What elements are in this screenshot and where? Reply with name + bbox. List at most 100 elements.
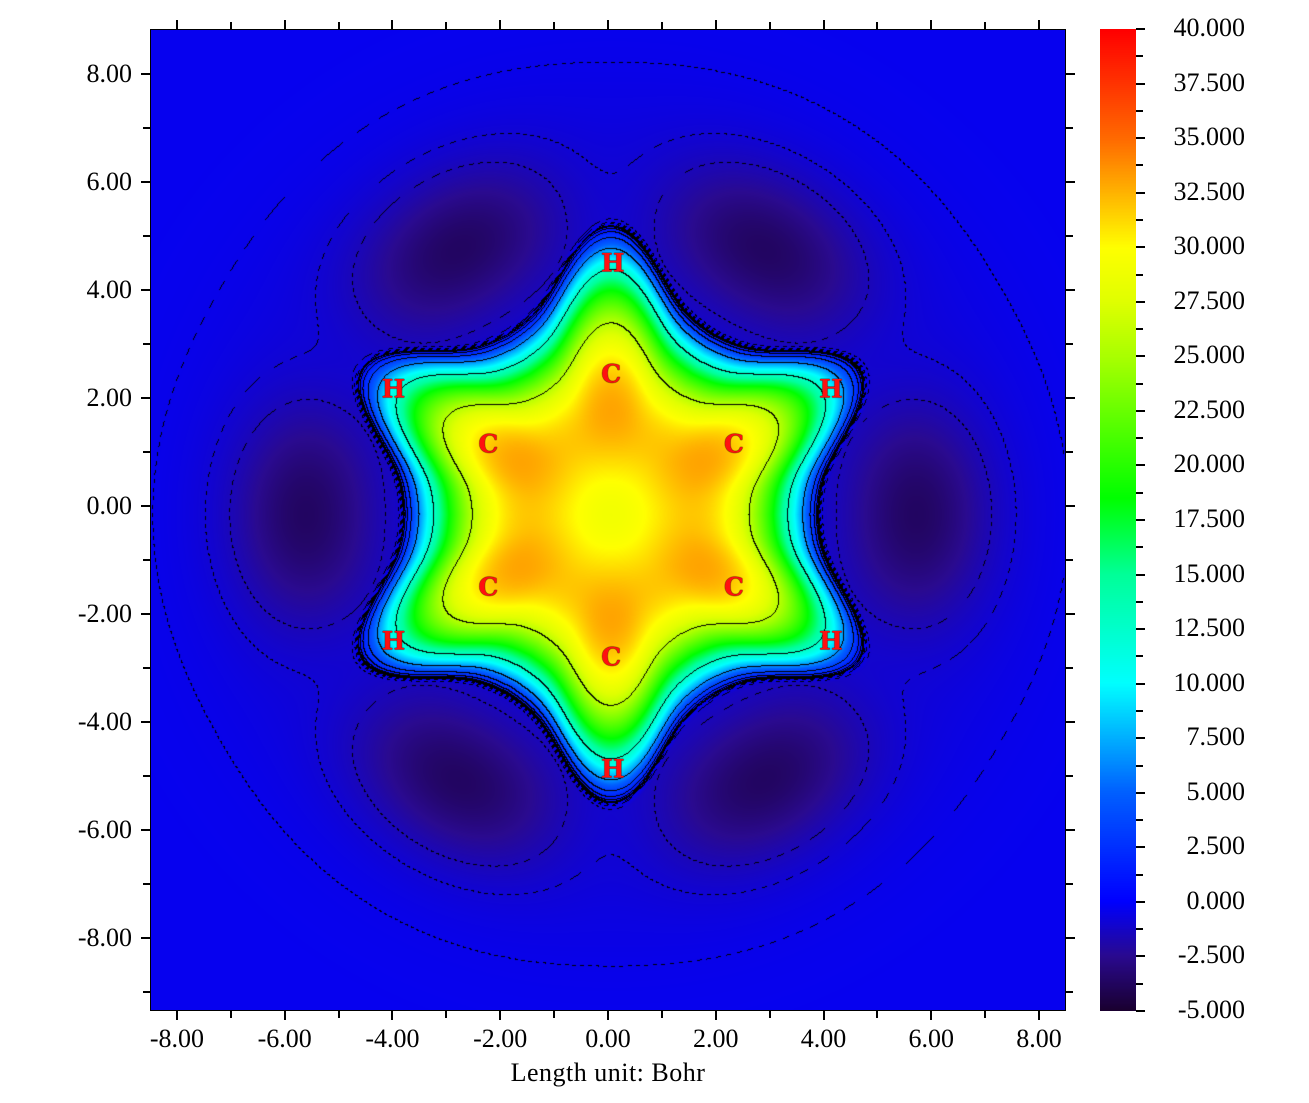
colorbar-tick xyxy=(1136,55,1143,57)
x-tick xyxy=(715,1011,717,1020)
atom-label-h: H xyxy=(819,374,843,404)
colorbar-tick xyxy=(1136,110,1143,112)
y-tick xyxy=(143,991,150,993)
colorbar-tick xyxy=(1136,846,1145,848)
y-tick xyxy=(141,937,150,939)
y-tick-label: -4.00 xyxy=(77,707,132,737)
colorbar-tick-label: -5.000 xyxy=(1177,995,1245,1024)
atom-label-c: C xyxy=(724,572,744,602)
colorbar-tick xyxy=(1136,301,1145,303)
y-tick xyxy=(143,667,150,669)
x-tick xyxy=(823,1011,825,1020)
colorbar-tick xyxy=(1136,683,1145,685)
x-tick-label: 0.00 xyxy=(585,1024,631,1053)
x-tick-label: 4.00 xyxy=(800,1024,847,1053)
colorbar-tick-label: 7.500 xyxy=(1186,722,1246,752)
colorbar-tick xyxy=(1136,164,1143,166)
colorbar-tick-label: 37.500 xyxy=(1173,67,1246,97)
y-tick-label: 8.00 xyxy=(86,58,133,88)
y-tick-right xyxy=(1066,937,1075,939)
colorbar-tick xyxy=(1136,1010,1145,1012)
x-tick-top xyxy=(930,20,932,29)
x-tick xyxy=(499,1011,501,1020)
x-tick-label: 8.00 xyxy=(1016,1024,1062,1053)
atom-label-c: C xyxy=(601,359,622,389)
heatmap-plot-area: H C C C H H C C H H C H xyxy=(150,29,1066,1011)
colorbar-tick xyxy=(1136,655,1143,657)
colorbar-tick-label: 5.000 xyxy=(1186,776,1246,806)
y-tick-label: -2.00 xyxy=(77,598,132,628)
colorbar-tick-label: 35.000 xyxy=(1173,122,1246,152)
x-tick-top xyxy=(876,22,878,29)
x-tick-label: -6.00 xyxy=(257,1024,312,1053)
y-tick-right xyxy=(1066,883,1073,885)
x-tick-top xyxy=(1038,20,1040,29)
colorbar-tick xyxy=(1136,765,1143,767)
y-tick xyxy=(141,505,150,507)
colorbar-tick xyxy=(1136,574,1145,576)
x-tick-label: 6.00 xyxy=(908,1024,955,1053)
x-tick xyxy=(984,1011,986,1018)
x-tick-top xyxy=(391,20,393,29)
colorbar-tick-label: -2.500 xyxy=(1177,940,1245,970)
y-tick-right xyxy=(1066,181,1075,183)
colorbar-tick xyxy=(1136,955,1145,957)
colorbar-tick xyxy=(1136,437,1143,439)
y-tick xyxy=(143,451,150,453)
x-tick xyxy=(553,1011,555,1018)
atom-label-c: C xyxy=(724,429,744,459)
y-tick-right xyxy=(1066,667,1073,669)
y-tick-label: -6.00 xyxy=(77,815,132,845)
colorbar-tick xyxy=(1136,464,1145,466)
atom-label-h: H xyxy=(819,626,843,656)
y-tick-right xyxy=(1066,73,1075,75)
colorbar-tick xyxy=(1136,983,1143,985)
x-tick xyxy=(876,1011,878,1018)
colorbar-tick xyxy=(1136,792,1145,794)
colorbar-tick-label: 27.500 xyxy=(1173,285,1246,315)
x-tick-top xyxy=(823,20,825,29)
colorbar-tick xyxy=(1136,492,1143,494)
x-tick-label: 2.00 xyxy=(693,1024,739,1053)
x-tick-top xyxy=(284,20,286,29)
y-tick-label: 0.00 xyxy=(86,490,133,520)
colorbar-tick xyxy=(1136,28,1145,30)
y-tick-right xyxy=(1066,613,1075,615)
y-tick xyxy=(143,883,150,885)
y-tick xyxy=(141,73,150,75)
colorbar-tick xyxy=(1136,628,1145,630)
y-tick-right xyxy=(1066,721,1075,723)
y-tick xyxy=(141,289,150,291)
y-tick-right xyxy=(1066,451,1073,453)
colorbar-tick xyxy=(1136,192,1145,194)
colorbar-tick-label: 10.000 xyxy=(1173,667,1246,697)
colorbar-tick xyxy=(1136,737,1145,739)
y-tick-right xyxy=(1066,397,1075,399)
x-tick-top xyxy=(984,22,986,29)
y-tick xyxy=(143,775,150,777)
x-tick xyxy=(176,1011,178,1020)
x-tick-top xyxy=(176,20,178,29)
y-tick-label: -8.00 xyxy=(77,923,132,953)
y-tick-right xyxy=(1066,127,1073,129)
colorbar-tick xyxy=(1136,355,1145,357)
x-tick xyxy=(661,1011,663,1018)
y-tick xyxy=(141,397,150,399)
heatmap-image xyxy=(151,30,1065,1010)
atom-label-c: C xyxy=(478,572,499,602)
colorbar-tick xyxy=(1136,819,1143,821)
colorbar-tick xyxy=(1136,519,1145,521)
y-tick xyxy=(141,721,150,723)
y-tick xyxy=(143,127,150,129)
colorbar-tick xyxy=(1136,410,1145,412)
y-tick xyxy=(143,343,150,345)
y-tick-right xyxy=(1066,559,1073,561)
x-tick xyxy=(607,1011,609,1020)
y-tick-label: 6.00 xyxy=(86,166,133,196)
x-tick xyxy=(230,1011,232,1018)
y-tick-right xyxy=(1066,829,1075,831)
x-tick xyxy=(284,1011,286,1020)
atom-label-c: C xyxy=(601,642,622,672)
colorbar-tick-label: 32.500 xyxy=(1173,176,1246,206)
colorbar-tick-label: 15.000 xyxy=(1173,558,1246,588)
